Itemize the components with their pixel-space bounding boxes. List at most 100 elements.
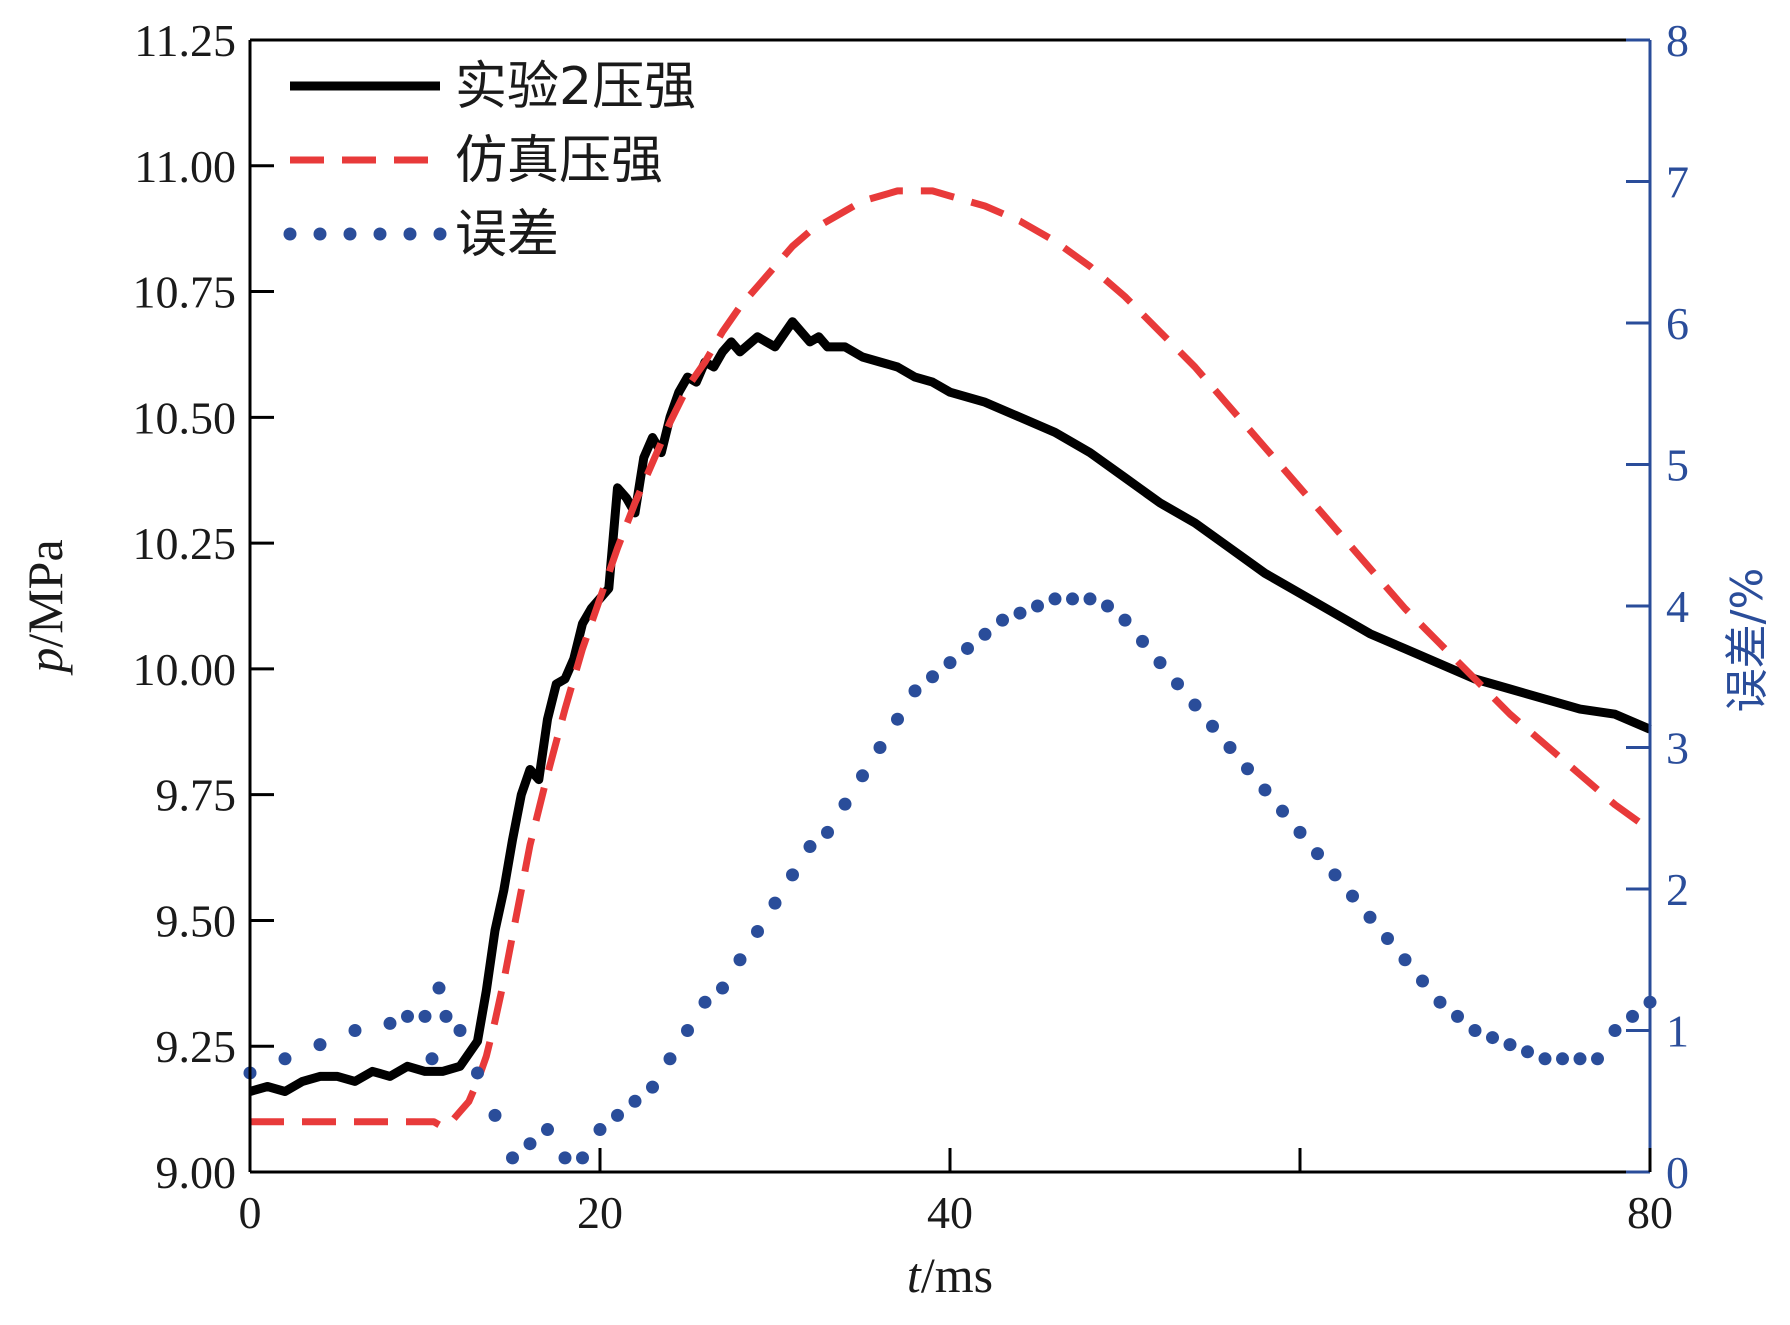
y-left-tick-label: 10.75 xyxy=(133,267,237,318)
error-point xyxy=(646,1080,659,1094)
error-point xyxy=(1328,868,1342,882)
legend-dot xyxy=(403,227,417,241)
error-point xyxy=(856,769,869,783)
error-point xyxy=(1101,599,1114,613)
error-point xyxy=(821,825,834,839)
error-point xyxy=(1398,953,1412,967)
error-point xyxy=(873,741,887,754)
error-point xyxy=(1258,783,1272,797)
y-right-tick-label: 6 xyxy=(1666,298,1689,349)
error-point xyxy=(523,1137,537,1151)
y-left-tick-label: 10.50 xyxy=(133,392,237,443)
legend-label: 实验2压强 xyxy=(455,57,696,117)
y-right-tick-label: 3 xyxy=(1666,723,1689,774)
error-point xyxy=(1013,606,1027,620)
error-point xyxy=(908,684,922,698)
legend-dot xyxy=(283,227,297,241)
series-3 xyxy=(243,592,1657,1165)
error-point xyxy=(1206,719,1219,733)
error-point xyxy=(1241,762,1254,776)
error-point xyxy=(558,1151,572,1165)
y-left-tick-label: 9.25 xyxy=(156,1021,237,1072)
error-point xyxy=(1521,1045,1534,1059)
error-point xyxy=(1486,1031,1499,1045)
y-right-tick-label: 7 xyxy=(1666,157,1689,208)
x-axis-title: t/ms xyxy=(907,1247,993,1303)
error-point xyxy=(926,670,939,684)
error-point xyxy=(453,1024,467,1037)
y-right-tick-label: 2 xyxy=(1666,864,1689,915)
error-point xyxy=(978,627,992,641)
y-right-axis-title: 误差/% xyxy=(1722,568,1773,713)
legend-dot xyxy=(433,227,447,241)
series-2 xyxy=(250,187,1653,1131)
error-point xyxy=(1363,910,1377,924)
error-point xyxy=(1608,1024,1622,1037)
error-point xyxy=(768,896,782,910)
y-right-tick-label: 5 xyxy=(1666,440,1689,491)
error-point xyxy=(1276,804,1289,818)
error-point xyxy=(541,1123,554,1137)
x-axis-title-var: t xyxy=(907,1247,922,1303)
legend-label: 仿真压强 xyxy=(455,131,663,191)
error-point xyxy=(1048,592,1062,606)
error-point xyxy=(611,1108,624,1122)
error-point xyxy=(418,1009,432,1023)
error-point xyxy=(1223,741,1237,754)
error-point xyxy=(716,981,729,995)
error-point xyxy=(1451,1009,1464,1023)
y-left-axis-title-var: p xyxy=(17,648,73,676)
simulated-pressure-line xyxy=(250,187,1653,1131)
legend-dot xyxy=(313,227,327,241)
error-point xyxy=(996,613,1009,627)
y-right-tick-label: 4 xyxy=(1666,581,1689,632)
error-point xyxy=(1503,1038,1517,1052)
y-left-tick-label: 10.25 xyxy=(133,518,237,569)
y-left-tick-label: 9.75 xyxy=(156,770,237,821)
error-point xyxy=(751,924,764,938)
error-point xyxy=(891,712,904,726)
error-point xyxy=(1118,613,1132,627)
error-point xyxy=(425,1052,439,1066)
y-right-tick-label: 8 xyxy=(1666,15,1689,66)
legend-entry-3: 误差 xyxy=(283,205,559,265)
error-point xyxy=(961,641,974,655)
error-point xyxy=(1346,889,1359,903)
error-point xyxy=(1153,656,1167,670)
error-point xyxy=(1066,592,1079,606)
error-point xyxy=(488,1108,502,1122)
error-point xyxy=(943,656,957,670)
error-point xyxy=(471,1066,484,1080)
error-point xyxy=(1468,1024,1482,1037)
error-point xyxy=(1171,677,1184,691)
error-point xyxy=(628,1094,642,1108)
y-left-axis-title: p/MPa xyxy=(17,539,73,675)
y-left-tick-label: 9.50 xyxy=(156,895,237,946)
x-tick-label: 40 xyxy=(927,1187,973,1238)
legend-entry-1: 实验2压强 xyxy=(290,57,696,117)
error-point xyxy=(1626,1009,1639,1023)
error-point xyxy=(432,981,446,995)
error-point xyxy=(576,1151,589,1165)
x-axis-title-unit: /ms xyxy=(921,1247,993,1303)
error-point xyxy=(1136,634,1149,648)
error-point xyxy=(383,1016,397,1030)
error-point xyxy=(593,1123,607,1137)
legend-dot xyxy=(343,227,357,241)
error-point xyxy=(1311,847,1324,861)
error-point xyxy=(663,1052,677,1066)
x-tick-label: 0 xyxy=(239,1187,262,1238)
error-point xyxy=(439,1009,453,1023)
error-point xyxy=(803,840,817,854)
y-left-axis-title-unit: /MPa xyxy=(17,539,73,647)
error-point xyxy=(1433,995,1447,1009)
error-point xyxy=(348,1024,362,1037)
error-point xyxy=(1293,825,1307,839)
error-point xyxy=(1416,974,1429,988)
legend-entry-2: 仿真压强 xyxy=(290,131,663,191)
y-right-tick-label: 0 xyxy=(1666,1147,1689,1198)
x-tick-label: 20 xyxy=(577,1187,623,1238)
experimental-pressure-line xyxy=(248,317,1652,1096)
